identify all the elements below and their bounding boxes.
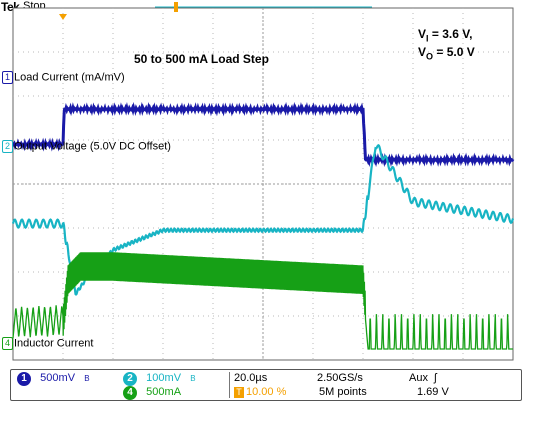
record-length: 5M points <box>319 386 367 398</box>
scope-settings-bar: 1 500mV B 2 100mV B 4 500mA 20.0µs T 10.0… <box>10 369 522 401</box>
trigger-markers <box>59 2 372 20</box>
record-view-marker <box>174 2 178 12</box>
trigger-source[interactable]: Aux ʃ <box>409 372 437 384</box>
channel1-label: 1 Load Current (mA/mV) <box>2 71 125 84</box>
trigger-level: 1.69 V <box>417 386 449 398</box>
bandwidth-limit-icon: B <box>84 374 90 383</box>
inductor-current-trace <box>12 252 513 350</box>
load-current-trace <box>12 101 515 168</box>
divider <box>229 372 230 398</box>
waveform-traces <box>11 101 515 350</box>
output-voltage-annotation: VO = 5.0 V <box>418 45 475 62</box>
channel2-settings[interactable]: 2 100mV B <box>123 372 196 386</box>
channel2-label: 2 Output Voltage (5.0V DC Offset) <box>2 140 171 153</box>
timebase-value[interactable]: 20.0µs <box>234 372 268 384</box>
bandwidth-limit-icon: B <box>190 374 196 383</box>
channel4-label: 4 Inductor Current <box>2 337 93 350</box>
channel4-settings[interactable]: 4 500mA <box>123 386 181 400</box>
trigger-position-marker <box>59 14 67 20</box>
rising-edge-icon: ʃ <box>434 372 437 384</box>
input-voltage-annotation: VI = 3.6 V, <box>418 27 473 44</box>
chart-title: 50 to 500 mA Load Step <box>134 52 269 66</box>
trigger-position-icon: T <box>234 387 244 398</box>
sample-rate: 2.50GS/s <box>317 372 363 384</box>
channel1-settings[interactable]: 1 500mV B <box>17 372 90 386</box>
trigger-position[interactable]: T 10.00 % <box>234 386 286 398</box>
